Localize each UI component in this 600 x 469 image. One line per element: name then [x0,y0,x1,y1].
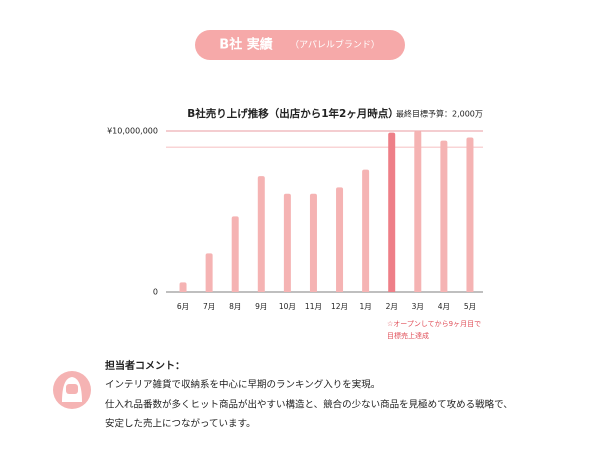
bar [466,137,474,292]
x-tick-label: 8月 [229,302,241,311]
y-tick-label: ¥10,000,000 [107,127,158,136]
bar [414,131,422,292]
x-tick-label: 5月 [464,302,476,311]
bar [440,140,448,292]
chart-title: B社売り上げ推移（出店から1年2ヶ月時点） [187,107,399,120]
x-tick-label: 11月 [305,302,322,311]
annotation: ☆オープンしてから9ヶ月目で [387,320,481,328]
x-tick-label: 1月 [359,302,371,311]
annotation: 目標売上達成 [387,331,429,340]
header-subtitle: （アパレルブランド） [290,39,380,51]
comment-line: 安定した売上につながっています。 [105,418,256,430]
x-tick-label: 6月 [177,302,189,311]
x-tick-label: 4月 [438,302,450,311]
bar [257,176,265,292]
x-tick-label: 10月 [279,302,296,311]
comment-heading: 担当者コメント： [105,359,185,372]
bar [336,187,344,292]
header-pill [195,30,405,60]
bar [179,282,187,292]
chart-subtitle: 最終目標予算：2,000万 [396,109,483,119]
y-tick-label: 0 [153,288,158,297]
x-tick-label: 12月 [331,302,348,311]
x-tick-label: 2月 [386,302,398,311]
bar [388,132,396,292]
bar [283,193,291,292]
x-tick-label: 7月 [203,302,215,311]
header-title: B社 実績 [219,37,272,53]
comment-line: インテリア雑貨で収納系を中心に早期のランキング入りを実現。 [105,379,380,391]
x-tick-label: 9月 [255,302,267,311]
bar [362,169,370,292]
bar [231,216,239,292]
comment-line: 仕入れ品番数が多くヒット商品が出やすい構造と、競合の少ない商品を見極めて攻める戦… [105,399,513,411]
x-tick-label: 3月 [412,302,424,311]
avatar-icon [53,371,91,409]
bar [205,253,213,292]
bar [309,193,317,292]
